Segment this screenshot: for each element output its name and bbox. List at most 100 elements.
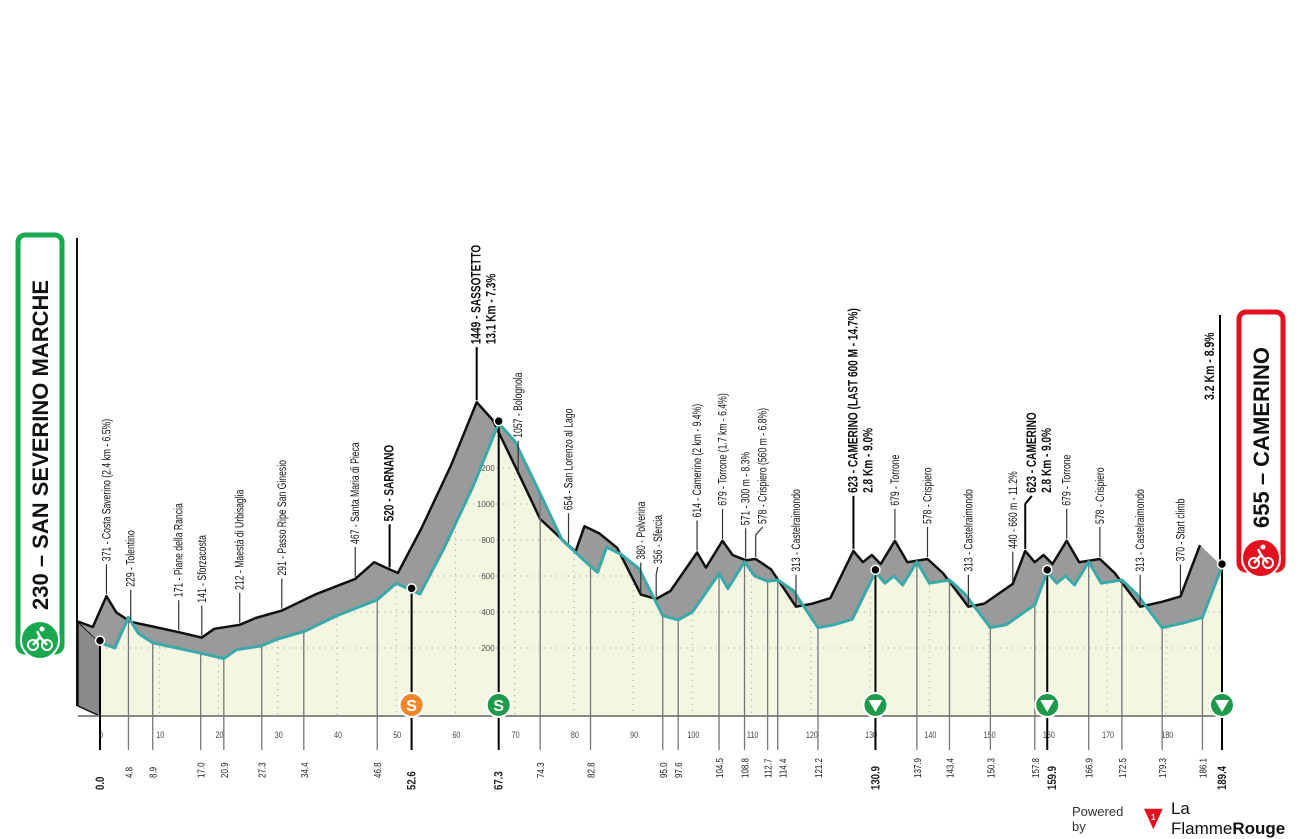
x-tick-label: 20 [215,730,223,740]
waypoint-leader-line [755,526,764,557]
kom-marker-icon [485,692,512,718]
x-tick-label: 50 [393,730,401,740]
grid [100,431,1226,716]
km-label: 97.6 [673,762,684,778]
km-label: 112.7 [763,759,774,778]
km-label: 8.9 [148,767,159,778]
waypoint-label: 3.2 Km - 8.9% [1202,332,1218,400]
la-flamme-rouge-logo-icon: 1 [1144,808,1163,830]
km-label: 4.8 [124,767,135,778]
waypoint-label: 380 - Polverina [636,501,649,559]
x-tick-label: 90 [630,730,638,740]
cyclist-icon-wheel [41,639,53,651]
profile-fill [100,423,1222,716]
brand-name: La FlammeRouge [1171,799,1300,839]
y-tick-label: 1200 [477,464,495,473]
powered-by-text: Powered by [1072,804,1124,834]
km-label: 95.0 [658,762,669,778]
waypoint-label: 614 - Camerino (2 km - 9.4%) [692,404,705,518]
key-point-dot [1041,564,1053,576]
x-tick-label: 110 [747,730,759,740]
km-label: 74.3 [535,762,546,778]
key-point-dot [1216,558,1228,570]
brand-name-light: La Flamme [1170,799,1233,838]
y-tick-label: 600 [481,572,495,581]
waypoint-label: 229 - Tolentino [126,530,139,587]
svg-text:1: 1 [1151,812,1156,822]
waypoint-label: 654 - San Lorenzo al Lago [563,408,576,510]
waypoint-sublabel: 2.8 Km - 9.0% [860,428,876,493]
km-label: 166.9 [1084,758,1095,778]
down-triangle-icon [1215,700,1229,712]
km-label: 143.4 [945,758,956,778]
y-tick-label: 400 [481,608,495,617]
waypoint-leader-line [655,566,659,597]
waypoint-label: 371 - Costa Saverino (2.4 km - 6.5%) [101,419,114,561]
down-triangle-icon [1040,700,1055,712]
km-label: 150.3 [986,758,997,778]
y-tick-label: 1000 [477,500,495,509]
cyclist-icon-head [39,626,45,632]
profile-line [99,421,1224,661]
waypoint-label: 623 - CAMERINO [1023,412,1039,493]
key-point-dot [870,564,881,576]
km-label: 20.9 [219,762,230,778]
waypoint-label: 370 - Start climb [1175,498,1188,561]
x-tick-label: 130 [865,730,877,740]
relief-top-line [77,400,1202,639]
waypoint-label: 313 - Castelraimondo [791,489,804,572]
waypoint-label: 679 - Torrone [1062,454,1075,505]
cyclist-icon-body [32,630,48,646]
km-label: 121.2 [813,758,824,778]
key-point-dot [493,415,504,427]
waypoint-label: 571 - 300 m - 8.3% [740,452,753,525]
down-triangle-icon [868,700,883,712]
km-label: 108.8 [740,758,751,778]
sprint-marker-letter: S [406,698,417,715]
finish-badge-text: 655 – CAMERINO [1249,347,1274,528]
km-label: 0.0 [94,777,107,790]
x-tick-label: 120 [806,730,818,740]
cyclist-icon-wheel [1262,557,1274,569]
y-tick-label: 800 [481,536,495,545]
waypoint-label: 623 - CAMERINO (LAST 600 M - 14.7%) [845,308,861,493]
x-tick-label: 0 [99,730,103,740]
waypoint-label: 141 - Sforzacosta [197,535,210,603]
waypoint-label: 212 - Maestà di Urbisaglia [235,489,248,589]
x-tick-label: 100 [687,730,699,740]
km-label: 114.4 [778,759,789,778]
km-label: 82.8 [586,762,597,778]
km-label: 46.8 [372,762,383,778]
x-tick-label: 70 [512,730,520,740]
waypoint-label: 520 - SARNANO [381,445,397,522]
powered-by-footer: Powered by 1 La FlammeRouge [1072,799,1300,839]
x-tick-label: 40 [334,730,342,740]
brand-name-bold: Rouge [1232,819,1286,838]
sprint-marker-icon [398,692,425,718]
x-tick-label: 80 [571,730,579,740]
waypoint-leader-line [1024,495,1033,549]
start-badge-text: 230 – SAN SEVERINO MARCHE [28,280,53,610]
km-label: 34.4 [299,762,310,778]
km-label: 189.4 [1216,766,1229,790]
km-label: 27.3 [257,762,268,778]
waypoint-label: 467 - Santa Maria di Pieca [350,442,363,544]
km-label: 52.6 [406,771,419,790]
waypoint-sublabel: 2.8 Km - 9.0% [1038,428,1054,493]
waypoint-label: 578 - Crispiero (560 m - 6.8%) [757,408,770,524]
key-point-dot [406,583,417,594]
waypoint-label: 171 - Piane della Rancia [174,503,187,597]
km-label: 130.9 [870,766,883,790]
waypoint-label: 1449 - SASSOTETTO [468,245,484,344]
x-tick-label: 180 [1161,730,1173,740]
cyclist-icon [1241,538,1281,578]
km-label: 17.0 [196,762,207,778]
km-label: 157.8 [1030,758,1041,778]
waypoint-label: 679 - Torrone (1.7 km - 6.4%) [717,393,730,505]
key-point-dot [94,635,106,646]
waypoint-label: 440 - 660 m - 11.2% [1008,471,1021,549]
cyclist-icon-head [1260,544,1266,550]
km-label: 104.5 [714,758,725,778]
x-tick-label: 10 [156,730,164,740]
waypoint-label: 1057 - Bolognola [513,372,526,437]
